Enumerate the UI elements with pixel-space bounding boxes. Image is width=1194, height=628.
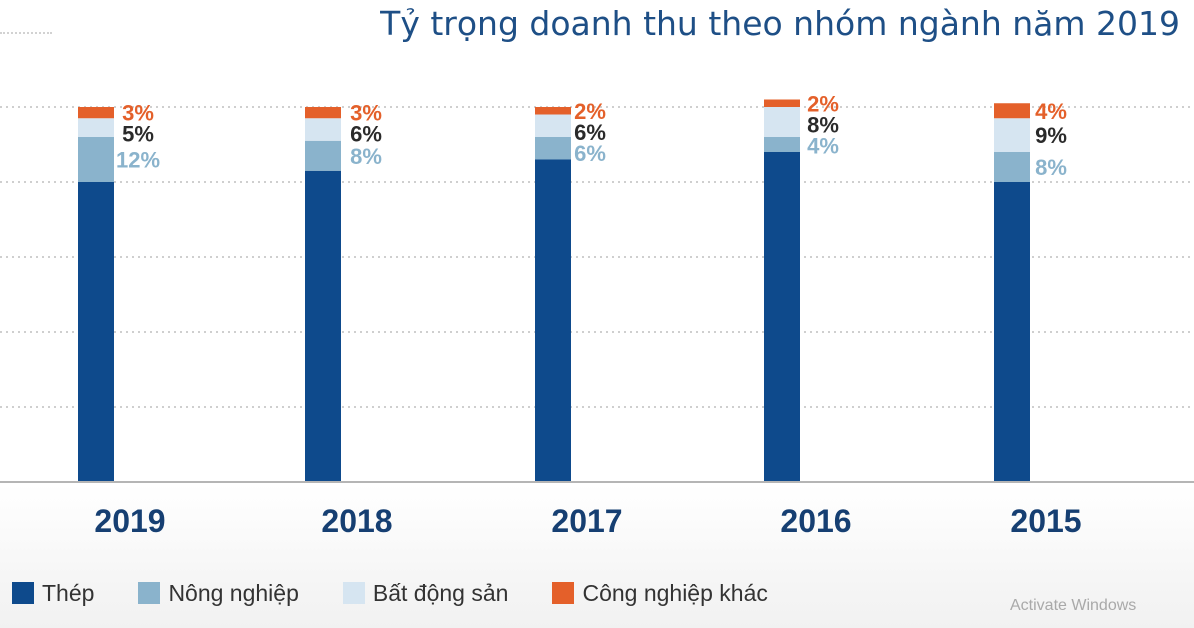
data-label-bat_dong_san-2016: 8% xyxy=(807,112,839,137)
bar-segment-bat_dong_san-2016 xyxy=(764,107,800,137)
legend-label-bat_dong_san: Bất động sản xyxy=(372,579,509,606)
bar-segment-cong_nghiep_khac-2018 xyxy=(305,107,341,119)
chart-title: Tỷ trọng doanh thu theo nhóm ngành năm 2… xyxy=(380,4,1180,43)
legend-item-nong_nghiep: Nông nghiệp xyxy=(138,579,299,607)
legend-swatch-nong_nghiep xyxy=(138,582,161,604)
legend-label-nong_nghiep: Nông nghiệp xyxy=(168,579,299,606)
data-label-cong_nghiep_khac-2016: 2% xyxy=(807,91,839,116)
top-dotted-rule xyxy=(0,32,52,34)
activate-windows-watermark: Activate Windows xyxy=(1010,597,1137,614)
data-label-bat_dong_san-2018: 6% xyxy=(350,122,382,147)
data-label-bat_dong_san-2017: 6% xyxy=(574,120,606,145)
data-label-nong_nghiep-2016: 4% xyxy=(807,133,839,158)
x-tick-label-2018: 2018 xyxy=(321,503,392,539)
bar-segment-bat_dong_san-2017 xyxy=(535,114,571,137)
legend-swatch-cong_nghiep_khac xyxy=(552,582,575,604)
bar-segment-thep-2017 xyxy=(535,159,571,482)
bottom-band xyxy=(0,484,1194,628)
bar-segment-thep-2015 xyxy=(994,182,1030,482)
legend-item-thep: Thép xyxy=(12,580,94,607)
x-tick-label-2019: 2019 xyxy=(94,503,165,539)
data-label-nong_nghiep-2018: 8% xyxy=(350,144,382,169)
data-label-cong_nghiep_khac-2018: 3% xyxy=(350,101,382,126)
bar-segment-nong_nghiep-2017 xyxy=(535,137,571,160)
bar-segment-bat_dong_san-2019 xyxy=(78,118,114,137)
data-label-nong_nghiep-2017: 6% xyxy=(574,141,606,166)
data-label-bat_dong_san-2019: 5% xyxy=(122,122,154,147)
x-tick-labels: 2019 2018 2017 2016 2015 xyxy=(94,503,1081,539)
bar-segment-nong_nghiep-2018 xyxy=(305,140,341,171)
legend-label-thep: Thép xyxy=(42,579,95,606)
bar-segment-nong_nghiep-2019 xyxy=(78,137,114,182)
data-label-bat_dong_san-2015: 9% xyxy=(1035,123,1067,148)
bar-segment-cong_nghiep_khac-2015 xyxy=(994,103,1030,119)
data-label-cong_nghiep_khac-2019: 3% xyxy=(122,101,154,126)
legend-item-bat_dong_san: Bất động sản xyxy=(342,579,509,607)
legend-swatch-thep xyxy=(12,582,34,604)
data-label-nong_nghiep-2015: 8% xyxy=(1035,155,1067,180)
data-label-cong_nghiep_khac-2017: 2% xyxy=(574,99,606,124)
data-label-cong_nghiep_khac-2015: 4% xyxy=(1035,99,1067,124)
bar-segment-thep-2016 xyxy=(764,152,800,482)
data-label-nong_nghiep-2019: 12% xyxy=(116,148,160,173)
legend-swatch-bat_dong_san xyxy=(342,582,365,604)
bar-segment-cong_nghiep_khac-2016 xyxy=(764,99,800,107)
bars xyxy=(78,99,1030,482)
bar-segment-thep-2019 xyxy=(78,182,114,482)
x-tick-label-2016: 2016 xyxy=(780,503,851,539)
data-labels: 3%5%12%3%6%8%2%6%6%2%8%4%4%9%8% xyxy=(116,91,1067,180)
legend-item-cong_nghiep_khac: Công nghiệp khác xyxy=(552,579,768,607)
legend-label-cong_nghiep_khac: Công nghiệp khác xyxy=(582,579,768,606)
x-tick-label-2017: 2017 xyxy=(551,503,622,539)
bar-segment-nong_nghiep-2015 xyxy=(994,152,1030,182)
legend: Thép Nông nghiệp Bất động sản Công nghiệp k… xyxy=(12,578,812,608)
bar-segment-bat_dong_san-2015 xyxy=(994,118,1030,152)
bar-segment-nong_nghiep-2016 xyxy=(764,137,800,152)
bar-segment-cong_nghiep_khac-2019 xyxy=(78,107,114,119)
grid-lines xyxy=(0,106,1194,408)
x-tick-label-2015: 2015 xyxy=(1010,503,1081,539)
bar-segment-bat_dong_san-2018 xyxy=(305,118,341,141)
bar-segment-thep-2018 xyxy=(305,170,341,482)
bar-segment-cong_nghiep_khac-2017 xyxy=(535,107,571,115)
